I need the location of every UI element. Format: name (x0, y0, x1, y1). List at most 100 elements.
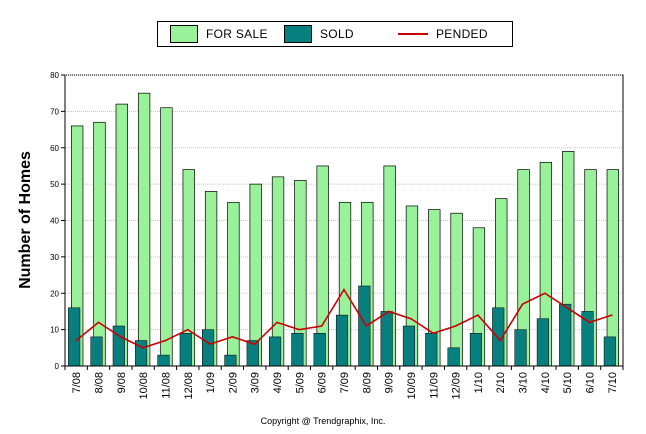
pended-swatch (398, 33, 428, 35)
pended-point (253, 343, 256, 345)
for-sale-bar (227, 201, 240, 367)
pended-point (75, 339, 77, 342)
x-tick-label: 6/10 (585, 372, 597, 393)
pended-point (544, 292, 546, 295)
pended-point (97, 321, 100, 324)
pended-point (231, 336, 234, 338)
sold-bar (224, 354, 237, 367)
pended-point (164, 339, 167, 342)
sold-bar (603, 336, 616, 367)
pended-point (209, 343, 211, 345)
x-tick-label: 11/08 (160, 372, 172, 399)
legend-label: SOLD (320, 27, 354, 41)
sold-bar (179, 333, 192, 367)
copyright: Copyright @ Trendgraphix, Inc. (260, 416, 386, 426)
pended-point (432, 332, 435, 335)
y-tick-label: 40 (50, 217, 59, 226)
pended-point (120, 336, 122, 338)
y-tick-label: 60 (50, 144, 59, 153)
sold-bar (380, 311, 393, 367)
x-tick-label: 3/10 (518, 372, 530, 393)
sold-swatch (284, 25, 312, 43)
x-tick-label: 2/09 (227, 372, 239, 393)
pended-point (142, 347, 144, 349)
x-tick-label: 10/08 (138, 372, 150, 400)
y-tick-label: 10 (50, 326, 59, 335)
y-tick-label: 30 (50, 253, 59, 262)
x-tick-label: 4/10 (540, 372, 552, 393)
axes (61, 74, 624, 370)
bar-group (68, 92, 619, 367)
y-tick-label: 80 (50, 71, 59, 80)
x-tick-label: 7/08 (71, 372, 83, 393)
x-tick-label: 7/09 (339, 372, 351, 393)
x-tick-label: 12/09 (451, 372, 463, 400)
for-sale-bar (606, 169, 619, 367)
x-tick-label: 4/09 (272, 372, 284, 393)
sold-bar (291, 333, 304, 367)
legend: FOR SALE SOLD PENDED (157, 21, 513, 47)
legend-label: FOR SALE (206, 27, 268, 41)
sold-bar (268, 336, 282, 367)
x-tick-label: 10/09 (406, 372, 418, 400)
x-tick-label: 9/09 (384, 372, 396, 393)
sold-bar (469, 333, 482, 367)
pended-point (477, 314, 479, 316)
y-tick-label: 0 (55, 362, 60, 371)
sold-bar (112, 325, 125, 367)
sold-bar (559, 303, 572, 367)
for-sale-bar (160, 107, 173, 367)
x-tick-label: 1/10 (473, 372, 485, 393)
pended-point (566, 307, 568, 309)
sold-bar (581, 311, 594, 367)
x-tick-label: 6/09 (317, 372, 329, 393)
pended-point (588, 321, 591, 324)
x-tick-label: 3/09 (250, 372, 262, 393)
for-sale-bar (93, 121, 106, 367)
for-sale-bar (450, 212, 463, 367)
x-tick-label: 5/10 (562, 372, 574, 393)
x-tick-label: 12/08 (183, 372, 195, 400)
sold-bar (313, 333, 326, 367)
sold-bar (425, 333, 438, 367)
sold-bar (68, 307, 81, 367)
y-tick-labels: 0 10 20 30 40 50 60 70 80 (50, 71, 59, 371)
x-tick-label: 2/10 (495, 372, 507, 393)
for-sale-swatch (170, 25, 198, 43)
pended-point (611, 314, 613, 316)
pended-point (320, 325, 323, 327)
x-tick-label: 1/09 (205, 372, 217, 393)
legend-label: PENDED (436, 27, 488, 41)
pended-point (343, 288, 345, 291)
pended-point (521, 303, 524, 305)
sold-bar (202, 329, 215, 367)
sold-bar (90, 336, 103, 367)
sold-bar (514, 329, 527, 367)
sold-bar (447, 347, 460, 367)
pended-line-group (75, 288, 613, 349)
sold-bar (536, 318, 549, 367)
x-tick-label: 5/09 (294, 372, 306, 393)
pended-point (454, 325, 457, 327)
sold-bar (157, 354, 170, 367)
y-tick-label: 50 (50, 180, 59, 189)
for-sale-bar (137, 92, 151, 367)
legend-item-pended: PENDED (398, 22, 488, 46)
pended-point (298, 328, 301, 331)
x-tick-label: 8/08 (93, 372, 105, 393)
pended-point (410, 317, 412, 320)
pended-point (186, 328, 189, 331)
pended-point (499, 339, 502, 342)
y-tick-label: 20 (50, 289, 59, 298)
sold-bar (358, 285, 371, 367)
y-tick-label: 70 (50, 107, 59, 116)
x-tick-label: 8/09 (361, 372, 373, 393)
legend-item-for-sale: FOR SALE (170, 22, 268, 46)
sold-bar (335, 314, 349, 367)
sold-bar (402, 325, 416, 367)
x-tick-label: 7/10 (607, 372, 619, 393)
pended-point (365, 325, 368, 327)
y-axis-label: Number of Homes (17, 151, 34, 289)
legend-item-sold: SOLD (284, 22, 354, 46)
